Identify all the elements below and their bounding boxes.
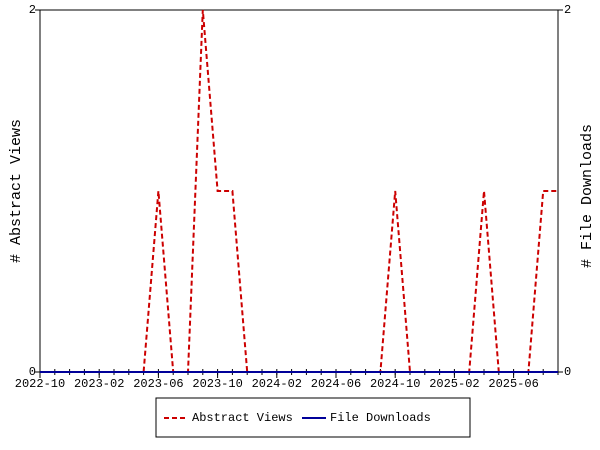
y-tick-label: 2: [29, 3, 36, 17]
x-tick-label: 2023-06: [133, 377, 183, 391]
x-tick-label: 2024-10: [370, 377, 420, 391]
x-tick-label: 2025-06: [488, 377, 538, 391]
legend-label: Abstract Views: [192, 411, 293, 425]
legend-label: File Downloads: [330, 411, 431, 425]
y2-axis-label: # File Downloads: [579, 124, 596, 268]
y2-tick-label: 0: [564, 365, 571, 379]
series-line: [40, 9, 558, 373]
x-tick-label: 2024-06: [311, 377, 361, 391]
y-axis-label: # Abstract Views: [8, 119, 25, 263]
x-tick-label: 2022-10: [15, 377, 65, 391]
x-tick-label: 2023-02: [74, 377, 124, 391]
x-tick-label: 2025-02: [429, 377, 479, 391]
y-tick-label: 0: [29, 365, 36, 379]
plot-frame: [39, 9, 559, 373]
x-tick-label: 2024-02: [252, 377, 302, 391]
x-tick-label: 2023-10: [192, 377, 242, 391]
y2-tick-label: 2: [564, 3, 571, 17]
